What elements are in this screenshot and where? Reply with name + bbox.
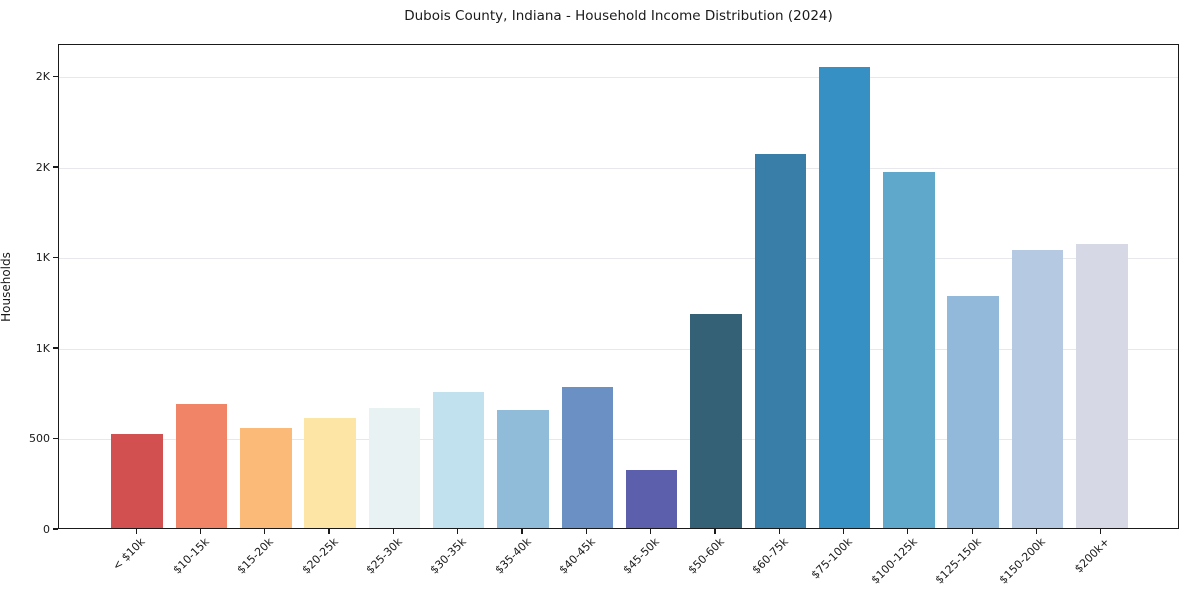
- bar-$50-60k: [690, 313, 742, 528]
- gridline: [59, 77, 1178, 79]
- x-tick-label: $50-60k: [685, 535, 727, 577]
- y-tick-mark: [53, 75, 58, 78]
- x-tick-label: $125-150k: [932, 535, 984, 587]
- x-tick-label: < $10k: [110, 535, 148, 573]
- x-tick-label: $40-45k: [556, 535, 598, 577]
- bar-$20-25k: [304, 417, 356, 528]
- x-tick-label: $150-200k: [996, 535, 1049, 587]
- y-tick-label: 500: [29, 432, 50, 445]
- x-tick-mark: [135, 529, 137, 534]
- x-tick-label: $15-20k: [235, 535, 277, 577]
- gridline: [59, 348, 1178, 350]
- x-tick-label: $35-40k: [492, 535, 534, 577]
- bar-$25-30k: [368, 407, 421, 528]
- x-tick-label: $75-100k: [808, 535, 856, 582]
- y-tick-label: 0: [43, 522, 50, 536]
- x-tick-mark: [392, 529, 394, 534]
- bar-$10-15k: [175, 404, 228, 528]
- chart-title: Dubois County, Indiana - Household Incom…: [404, 8, 833, 24]
- y-tick-label: 1K: [35, 341, 50, 355]
- x-tick-label: $60-75k: [749, 535, 791, 577]
- gridline: [59, 439, 1178, 440]
- x-tick-label: $45-50k: [620, 535, 663, 577]
- x-tick-mark: [971, 529, 973, 534]
- y-axis-label: Households: [0, 252, 13, 322]
- plot-area: [58, 44, 1179, 529]
- bar-$100-125k: [883, 171, 935, 528]
- x-tick-mark: [585, 529, 587, 534]
- x-tick-mark: [714, 529, 716, 534]
- y-tick-mark: [53, 347, 58, 349]
- x-tick-mark: [842, 529, 845, 534]
- x-tick-label: $25-30k: [363, 535, 405, 577]
- bar-$200k+: [1076, 243, 1128, 528]
- bar-$15-20k: [240, 428, 292, 528]
- y-tick-mark: [53, 166, 58, 168]
- bar-$30-35k: [432, 392, 485, 528]
- y-tick-mark: [53, 256, 58, 259]
- x-tick-mark: [199, 529, 202, 534]
- y-tick-mark: [53, 528, 58, 530]
- x-tick-mark: [778, 529, 780, 534]
- bar-$45-50k: [625, 470, 678, 528]
- y-tick-mark: [53, 437, 58, 440]
- bar-$150-200k: [1011, 250, 1064, 528]
- bar-$75-100k: [818, 66, 871, 528]
- y-tick-label: 2K: [35, 70, 50, 84]
- bar-$125-150k: [947, 296, 999, 528]
- bar-$35-40k: [497, 410, 549, 528]
- gridline: [59, 258, 1178, 260]
- x-tick-mark: [1100, 529, 1102, 534]
- y-tick-label: 1K: [35, 251, 50, 265]
- x-tick-mark: [457, 529, 459, 534]
- gridline: [59, 167, 1178, 169]
- x-tick-label: $100-125k: [868, 535, 920, 587]
- x-tick-mark: [1035, 529, 1038, 534]
- x-tick-label: $20-25k: [299, 535, 341, 577]
- x-tick-label: $10-15k: [170, 535, 212, 577]
- x-tick-label: $30-35k: [427, 535, 470, 577]
- x-tick-mark: [650, 529, 652, 534]
- y-tick-label: 2K: [35, 160, 50, 174]
- bar-< $10k: [111, 433, 163, 528]
- x-tick-mark: [907, 529, 909, 534]
- x-tick-label: $200k+: [1072, 535, 1113, 576]
- x-tick-mark: [328, 529, 330, 534]
- x-tick-mark: [264, 529, 266, 534]
- bar-$40-45k: [561, 386, 614, 528]
- x-tick-mark: [521, 529, 523, 534]
- bar-$60-75k: [754, 154, 807, 528]
